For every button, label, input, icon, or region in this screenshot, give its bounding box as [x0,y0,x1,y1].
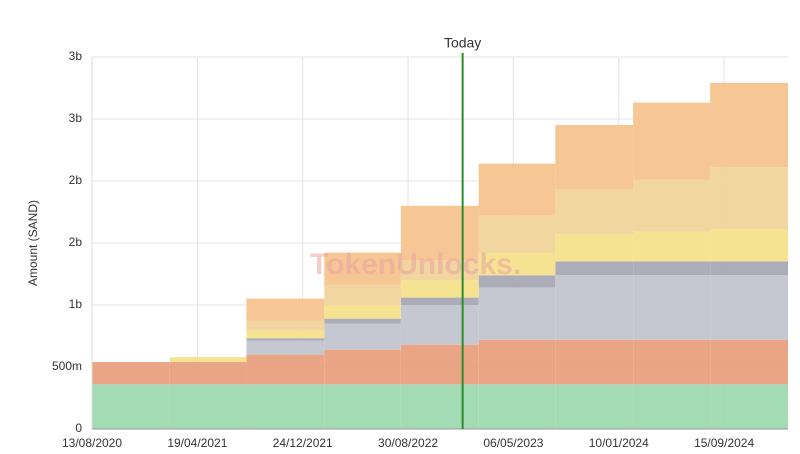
y-tick-label: 1b [69,297,83,311]
area-segment [400,205,479,261]
area-segment [710,167,788,230]
area-segment [633,339,711,385]
area-segment [710,229,788,262]
x-tick-label: 30/08/2022 [378,436,438,450]
area-segment [324,384,401,429]
area-segment [555,189,634,235]
x-tick-label: 15/09/2024 [694,436,754,450]
area-segment [710,384,788,429]
area-segment [324,304,401,319]
area-segment [169,362,247,385]
x-tick-label: 06/05/2023 [483,436,543,450]
y-tick-label: 2b [69,173,83,187]
area-segment [555,234,634,262]
area-segment [400,297,479,305]
y-axis-title: Amount (SAND) [26,200,40,286]
area-segment [246,340,325,355]
area-segment [555,124,634,190]
y-tick-label: 500m [52,359,82,373]
areas [92,82,788,429]
area-segment [400,344,479,385]
area-segment [710,82,788,168]
watermark: TokenUnlocks. [310,248,521,281]
x-tick-label: 13/08/2020 [62,436,122,450]
area-segment [633,102,711,180]
today-label: Today [444,35,481,51]
area-segment [478,287,556,340]
y-tick-label: 2b [69,235,83,249]
area-segment [633,231,711,262]
area-segment [246,354,325,385]
area-segment [478,339,556,385]
area-segment [710,339,788,385]
area-segment [324,252,401,285]
area-segment [633,261,711,276]
area-segment [92,362,170,385]
area-segment [478,275,556,288]
area-segment [92,384,170,429]
area-segment [324,323,401,350]
area-segment [324,318,401,324]
area-segment [710,275,788,340]
area-segment [478,252,556,276]
area-segment [400,384,479,429]
area-segment [169,357,247,363]
area-segment [400,280,479,298]
area-segment [710,261,788,276]
area-segment [324,284,401,305]
area-segment [246,330,325,339]
area-segment [246,338,325,341]
area-segment [555,275,634,340]
area-segment [478,215,556,253]
area-segment [633,179,711,232]
area-segment [246,298,325,321]
area-segment [324,349,401,385]
area-segment [246,384,325,429]
area-segment [478,384,556,429]
area-segment [400,260,479,281]
x-tick-label: 19/04/2021 [167,436,227,450]
area-segment [555,339,634,385]
area-segment [246,320,325,331]
area-segment [555,384,634,429]
area-segment [555,261,634,276]
area-segment [478,163,556,216]
area-segment [633,275,711,340]
y-tick-label: 3b [69,49,83,63]
area-segment [633,384,711,429]
overlay: TokenUnlocks. Today [91,35,788,430]
x-tick-label: 24/12/2021 [273,436,333,450]
y-tick-label: 0 [75,421,82,435]
area-segment [169,384,247,429]
area-segment [400,305,479,345]
y-tick-label: 3b [69,111,83,125]
x-tick-label: 10/01/2024 [589,436,649,450]
